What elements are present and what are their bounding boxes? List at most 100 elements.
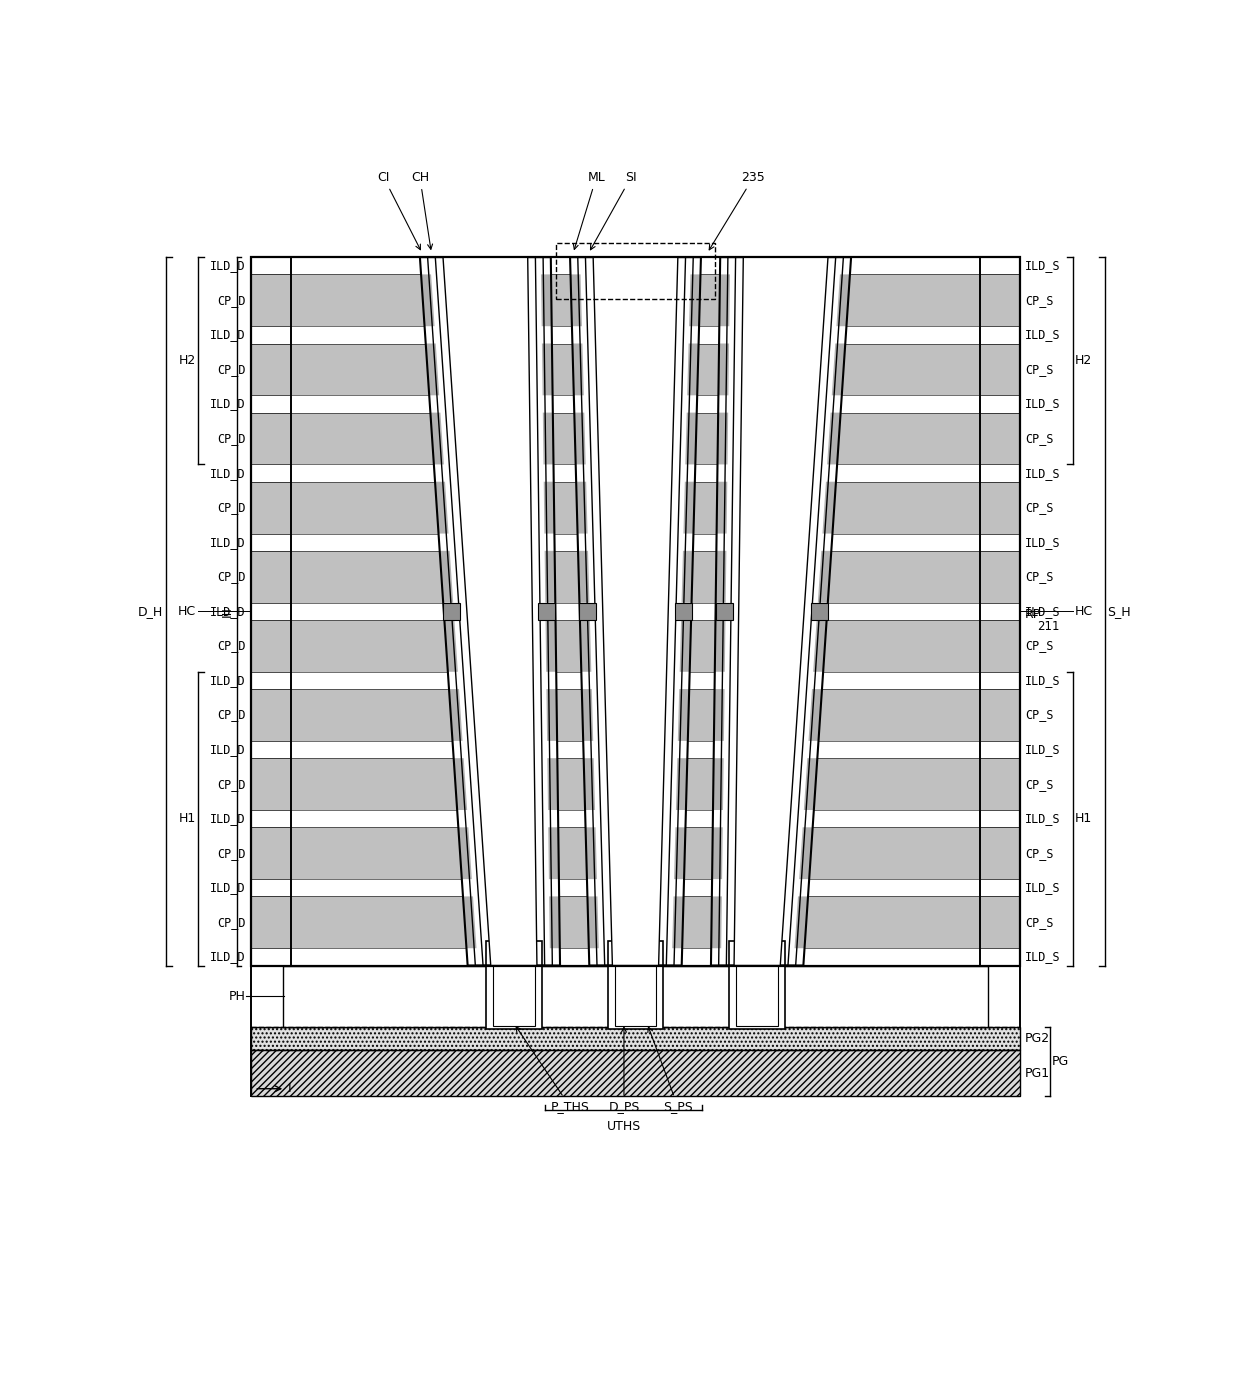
Polygon shape: [542, 343, 553, 396]
Polygon shape: [680, 621, 691, 672]
Polygon shape: [717, 481, 728, 534]
Text: ILD_S: ILD_S: [1025, 743, 1060, 756]
Text: H2: H2: [1075, 354, 1092, 367]
Text: CH: CH: [410, 171, 433, 250]
Bar: [729, 940, 785, 1029]
Text: CP_D: CP_D: [217, 294, 246, 306]
Bar: [615, 942, 656, 1026]
Text: CI: CI: [377, 171, 420, 250]
Text: P_THS: P_THS: [516, 1026, 589, 1113]
Polygon shape: [425, 343, 439, 396]
Polygon shape: [573, 343, 584, 396]
Polygon shape: [822, 481, 836, 534]
Text: ML: ML: [573, 171, 605, 250]
Bar: [443, 603, 460, 621]
Text: ILD_D: ILD_D: [211, 950, 246, 964]
Polygon shape: [714, 690, 724, 741]
Polygon shape: [541, 274, 552, 327]
Polygon shape: [570, 256, 701, 965]
Polygon shape: [804, 758, 817, 809]
Text: CP_D: CP_D: [217, 847, 246, 859]
Bar: [250, 1027, 1021, 1051]
Polygon shape: [712, 896, 722, 949]
Text: PG2: PG2: [1025, 1031, 1050, 1045]
Bar: [715, 603, 733, 621]
Text: CP_D: CP_D: [217, 709, 246, 721]
Bar: [250, 256, 1021, 274]
Text: ILD_D: ILD_D: [211, 743, 246, 756]
Polygon shape: [543, 481, 554, 534]
Text: ILD_D: ILD_D: [211, 881, 246, 894]
Bar: [250, 481, 1021, 534]
Text: SI: SI: [590, 171, 636, 250]
Bar: [981, 690, 1021, 741]
Polygon shape: [546, 621, 557, 672]
Text: ILD_D: ILD_D: [211, 674, 246, 687]
Polygon shape: [689, 274, 701, 327]
Bar: [981, 256, 1021, 965]
Polygon shape: [686, 412, 697, 465]
Text: ILD_S: ILD_S: [1025, 881, 1060, 894]
Polygon shape: [449, 690, 463, 741]
Polygon shape: [711, 256, 851, 965]
Text: HC: HC: [1075, 605, 1094, 618]
Bar: [494, 942, 534, 1026]
Bar: [250, 343, 290, 396]
Polygon shape: [577, 481, 588, 534]
Text: CP_S: CP_S: [1025, 640, 1054, 652]
Text: CP_S: CP_S: [1025, 916, 1054, 929]
Polygon shape: [459, 827, 472, 880]
Polygon shape: [718, 343, 729, 396]
Polygon shape: [547, 690, 557, 741]
Bar: [981, 827, 1021, 880]
Text: CP_D: CP_D: [217, 571, 246, 583]
Polygon shape: [675, 827, 686, 880]
Polygon shape: [718, 412, 728, 465]
Bar: [250, 758, 1021, 809]
Bar: [250, 256, 290, 965]
Bar: [981, 412, 1021, 465]
Polygon shape: [715, 550, 727, 603]
Bar: [811, 603, 828, 621]
Polygon shape: [549, 896, 559, 949]
Text: CP_D: CP_D: [217, 363, 246, 376]
Polygon shape: [799, 827, 812, 880]
Text: CP_D: CP_D: [217, 778, 246, 790]
Polygon shape: [443, 256, 537, 965]
Text: III: III: [221, 605, 233, 616]
Bar: [250, 896, 1021, 949]
Text: CP_D: CP_D: [217, 501, 246, 514]
Bar: [981, 621, 1021, 672]
Bar: [981, 274, 1021, 327]
Text: H1: H1: [1075, 812, 1092, 825]
Polygon shape: [719, 274, 730, 327]
Polygon shape: [837, 274, 849, 327]
Bar: [250, 465, 1021, 481]
Bar: [283, 965, 988, 1027]
Polygon shape: [548, 827, 559, 880]
Bar: [538, 603, 556, 621]
Text: D_H: D_H: [138, 605, 164, 618]
Polygon shape: [543, 412, 553, 465]
Bar: [250, 550, 1021, 603]
Bar: [250, 809, 1021, 827]
Polygon shape: [712, 827, 723, 880]
Text: ILD_S: ILD_S: [1025, 950, 1060, 964]
Text: D_PS: D_PS: [609, 1027, 640, 1113]
Bar: [250, 621, 290, 672]
Text: ILD_D: ILD_D: [211, 328, 246, 342]
Text: CP_S: CP_S: [1025, 709, 1054, 721]
Text: CP_D: CP_D: [217, 916, 246, 929]
Text: PH: PH: [229, 990, 246, 1003]
Text: RP: RP: [1025, 608, 1042, 621]
Text: ILD_S: ILD_S: [1025, 812, 1060, 825]
Bar: [981, 550, 1021, 603]
Text: ILD_D: ILD_D: [211, 466, 246, 480]
Polygon shape: [678, 690, 689, 741]
Bar: [250, 534, 1021, 550]
Text: I: I: [288, 1083, 291, 1095]
Bar: [250, 880, 1021, 896]
Text: PG: PG: [1052, 1055, 1069, 1069]
Polygon shape: [682, 550, 693, 603]
Bar: [250, 603, 1021, 621]
